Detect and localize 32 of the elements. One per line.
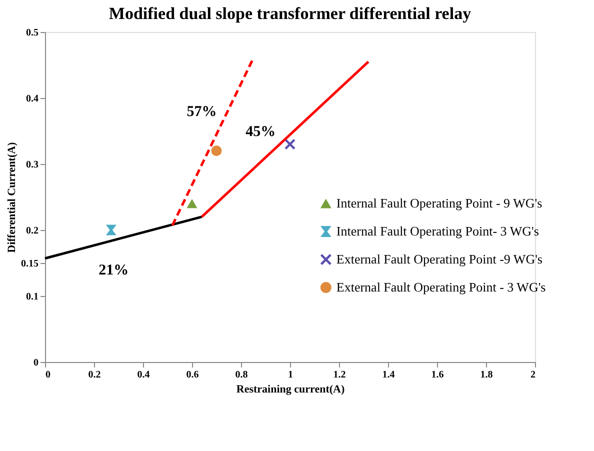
x-tick-label: 0.2 <box>88 370 101 380</box>
y-axis-title: Differential Current(A) <box>6 142 18 253</box>
annotation: 57% <box>186 104 217 120</box>
annotation: 21% <box>98 262 129 279</box>
x-tick-label: 0.8 <box>235 370 248 380</box>
x-tick-label: 1.4 <box>382 370 395 380</box>
y-tick-label: 0 <box>34 358 38 368</box>
x-tick-label: 2 <box>530 370 536 380</box>
x-axis-title: Restraining current(A) <box>236 384 345 396</box>
annotation: 45% <box>246 124 276 140</box>
x-tick-label: 0.6 <box>186 370 199 380</box>
point <box>106 224 116 236</box>
point <box>284 138 296 150</box>
legend-label: Internal Fault Operating Point - 9 WG's <box>336 196 542 210</box>
legend-label: External Fault Operating Point -9 WG's <box>336 252 543 266</box>
x-tick-label: 1 <box>288 370 293 380</box>
y-tick-label: 0.4 <box>26 94 38 104</box>
point <box>211 146 222 156</box>
y-tick-label: 0.3 <box>26 160 38 170</box>
legend-label: External Fault Operating Point - 3 WG's <box>336 280 546 294</box>
x-tick-label: 1.2 <box>333 370 346 380</box>
x-tick-label: 1.6 <box>431 370 444 380</box>
x-tick-label: 0.4 <box>137 370 150 380</box>
x-tick-label: 1.8 <box>480 370 493 380</box>
point <box>186 199 198 208</box>
y-tick-label: 0.1 <box>26 292 38 302</box>
y-tick-label: 0.2 <box>26 226 38 236</box>
y-tick-label: 0.5 <box>26 28 38 38</box>
y-tick-label: 0.15 <box>21 258 38 270</box>
x-tick-label: 0 <box>46 370 50 380</box>
chart-title: Modified dual slope transformer differential relay <box>108 4 472 23</box>
legend-label: Internal Fault Operating Point- 3 WG's <box>336 224 539 238</box>
